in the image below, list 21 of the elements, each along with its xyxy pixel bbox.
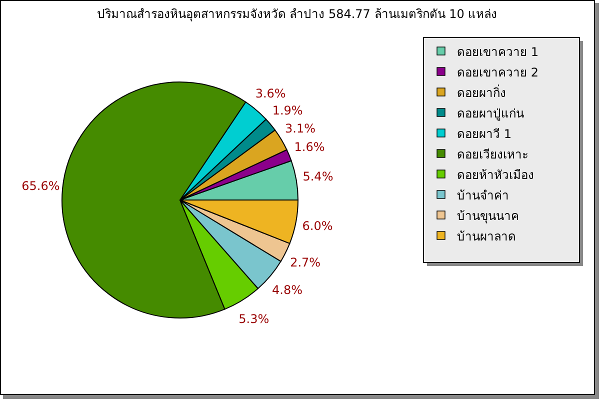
data-label: 1.6% [294, 140, 325, 154]
data-label: 3.1% [285, 121, 316, 136]
legend-label: ดอยผาวี 1 [457, 127, 512, 141]
data-label: 1.9% [272, 103, 303, 118]
data-label: 5.3% [238, 312, 270, 326]
chart-title: ปริมาณสำรองหินอุตสาหกรรมจังหวัด ลำปาง 584.77 ล้านเมตริกตัน 10 แหล่ง [96, 7, 498, 22]
data-label: 3.6% [255, 86, 286, 100]
data-label: 65.6% [22, 178, 60, 193]
legend-label: บ้านขุนนาค [457, 209, 519, 224]
data-label: 6.0% [302, 219, 333, 234]
data-label: 4.8% [272, 282, 303, 297]
legend-label: บ้านผาลาด [457, 230, 516, 244]
legend-label: ดอยเขาควาย 2 [457, 66, 538, 80]
legend-label: ดอยผากิ่ง [457, 84, 506, 100]
legend-label: ดอยผาปู่แก่น [457, 106, 524, 122]
legend-label: บ้านจำค่า [457, 188, 509, 202]
legend-label: ดอยเขาควาย 1 [457, 45, 538, 59]
legend-label: ดอยห้าหัวเมือง [457, 168, 534, 182]
legend-label: ดอยเวียงเหาะ [457, 148, 528, 162]
data-label: 2.7% [290, 255, 321, 270]
data-label: 5.4% [302, 169, 334, 184]
